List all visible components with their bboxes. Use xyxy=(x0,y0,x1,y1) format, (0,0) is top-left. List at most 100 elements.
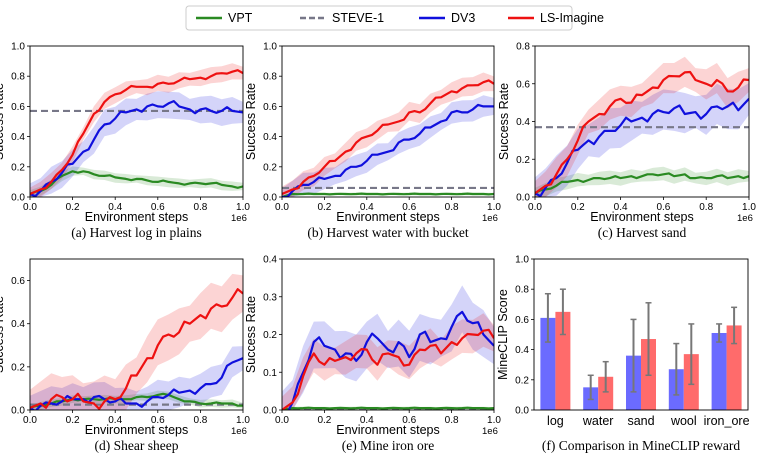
line-ls-imagine xyxy=(282,328,494,410)
panel-caption: (b) Harvest water with bucket xyxy=(307,225,468,240)
line-dv3 xyxy=(282,103,494,197)
y-tick-label: 1.0 xyxy=(515,255,529,266)
x-tick-label: 0.8 xyxy=(193,202,207,213)
y-tick-label: 0.6 xyxy=(11,276,25,287)
plot-area xyxy=(535,56,749,197)
axes-frame xyxy=(281,45,495,198)
x-tick-label: 1.0 xyxy=(236,415,250,426)
y-tick-label: 0.0 xyxy=(515,406,529,417)
x-tick-label: 0.4 xyxy=(108,415,122,426)
axes-frame xyxy=(281,258,495,411)
x-tick-label: 0.6 xyxy=(151,202,165,213)
category-label-iron-ore: iron_ore xyxy=(704,414,750,428)
axes-frame xyxy=(534,45,750,198)
plot-area xyxy=(30,63,243,197)
x-tick-label: 0.8 xyxy=(445,415,459,426)
chart-panel-5: 0.0 0.1 0.2 0.3 0.4 Success Rate 0.0 0.2 0.4 0.6 0… xyxy=(244,255,501,454)
y-tick-label: 0.8 xyxy=(516,42,530,53)
y-tick-label: 0.2 xyxy=(263,330,277,341)
x-axis-multiplier: 1e6 xyxy=(482,213,498,224)
x-axis-label: Environment steps xyxy=(590,210,694,224)
plot-area xyxy=(282,285,494,410)
line-vpt xyxy=(535,172,749,195)
axes-frame xyxy=(29,45,244,198)
legend-label-ls-imagine: LS-Imagine xyxy=(540,11,604,25)
line-vpt xyxy=(282,192,494,197)
band-vpt xyxy=(30,166,243,197)
x-axis-multiplier: 1e6 xyxy=(482,426,498,437)
y-tick-label: 0.8 xyxy=(263,72,277,83)
band-dv3 xyxy=(282,285,494,410)
x-tick-label: 0.4 xyxy=(360,202,374,213)
x-tick-label: 0.6 xyxy=(151,415,165,426)
legend-label-vpt: VPT xyxy=(228,11,253,25)
plot-area xyxy=(282,72,494,197)
band-vpt xyxy=(535,166,749,197)
panel-caption: (f) Comparison in MineCLIP reward xyxy=(542,438,740,453)
x-tick-label: 0.8 xyxy=(193,415,207,426)
category-label-wool: wool xyxy=(670,414,697,428)
band-dv3 xyxy=(30,91,243,197)
category-label-log: log xyxy=(547,414,564,428)
x-tick-label: 0.6 xyxy=(402,415,416,426)
y-axis-label: Success Rate xyxy=(0,83,6,160)
x-tick-label: 0.0 xyxy=(23,202,37,213)
x-axis-label: Environment steps xyxy=(336,210,440,224)
y-tick-label: 0.0 xyxy=(516,193,530,204)
y-tick-label: 0.8 xyxy=(11,72,25,83)
x-tick-label: 0.2 xyxy=(317,202,331,213)
line-ls-imagine xyxy=(535,70,749,195)
x-tick-label: 0.0 xyxy=(528,202,542,213)
band-ls-imagine xyxy=(30,273,243,410)
bar-ls-imagine-water xyxy=(598,376,614,410)
chart-panel-4: 0.0 0.2 0.4 0.6 Success Rate 0.0 0.2 0.4 0.6 0.8 1… xyxy=(0,258,250,453)
y-tick-label: 1.0 xyxy=(263,42,277,53)
x-axis-multiplier: 1e6 xyxy=(737,213,753,224)
x-tick-label: 0.4 xyxy=(360,415,374,426)
category-label-water: water xyxy=(582,414,614,428)
chart-panel-1: 0.0 0.2 0.4 0.6 0.8 1.0 Success Rate 0.0 0.2 0.4 0… xyxy=(0,42,250,241)
legend-label-dv3: DV3 xyxy=(451,11,475,25)
legend-frame xyxy=(185,5,573,31)
panel-caption: (a) Harvest log in plains xyxy=(71,225,201,240)
y-tick-label: 0.0 xyxy=(11,193,25,204)
line-dv3 xyxy=(30,100,243,197)
category-label-sand: sand xyxy=(627,414,654,428)
x-tick-label: 1.0 xyxy=(487,202,501,213)
y-axis-label: Success Rate xyxy=(244,296,258,373)
legend-label-steve-1: STEVE-1 xyxy=(332,11,384,25)
y-tick-label: 0.0 xyxy=(263,406,277,417)
panel-caption: (e) Mine iron ore xyxy=(342,438,435,453)
legend: VPT STEVE-1 DV3 LS-Imagine xyxy=(185,5,604,31)
x-tick-label: 0.8 xyxy=(699,202,713,213)
line-vpt xyxy=(30,170,243,196)
bar-ls-imagine-iron-ore xyxy=(726,325,742,410)
chart-panel-6: 0.0 0.2 0.4 0.6 0.8 1.0 MineCLIP Score log water… xyxy=(496,255,750,454)
x-axis-multiplier: 1e6 xyxy=(231,213,247,224)
line-ls-imagine xyxy=(282,79,494,196)
bar-dv3-log xyxy=(540,317,556,410)
x-tick-label: 0.0 xyxy=(23,415,37,426)
y-tick-label: 0.2 xyxy=(516,155,530,166)
y-tick-label: 0.4 xyxy=(516,117,530,128)
x-tick-label: 0.4 xyxy=(108,202,122,213)
x-tick-label: 1.0 xyxy=(236,202,250,213)
bar-dv3-iron-ore xyxy=(711,332,727,410)
line-ls-imagine xyxy=(30,69,243,196)
line-ls-imagine xyxy=(30,288,243,410)
y-tick-label: 0.6 xyxy=(515,315,529,326)
y-tick-label: 0.8 xyxy=(515,285,529,296)
y-tick-label: 0.3 xyxy=(263,292,277,303)
y-tick-label: 0.2 xyxy=(263,162,277,173)
y-axis-label: Success Rate xyxy=(244,83,258,160)
bar-ls-imagine-log xyxy=(555,311,571,410)
chart-panel-2: 0.0 0.2 0.4 0.6 0.8 1.0 Success Rate 0.0 0.2 0.4 0… xyxy=(244,42,501,241)
y-axis-label: Success Rate xyxy=(497,83,511,160)
x-tick-label: 0.6 xyxy=(656,202,670,213)
x-tick-label: 0.0 xyxy=(275,202,289,213)
y-tick-label: 0.4 xyxy=(11,319,25,330)
line-dv3 xyxy=(30,357,243,410)
x-tick-label: 1.0 xyxy=(742,202,756,213)
band-ls-imagine xyxy=(282,313,494,410)
axes-frame xyxy=(29,258,244,411)
